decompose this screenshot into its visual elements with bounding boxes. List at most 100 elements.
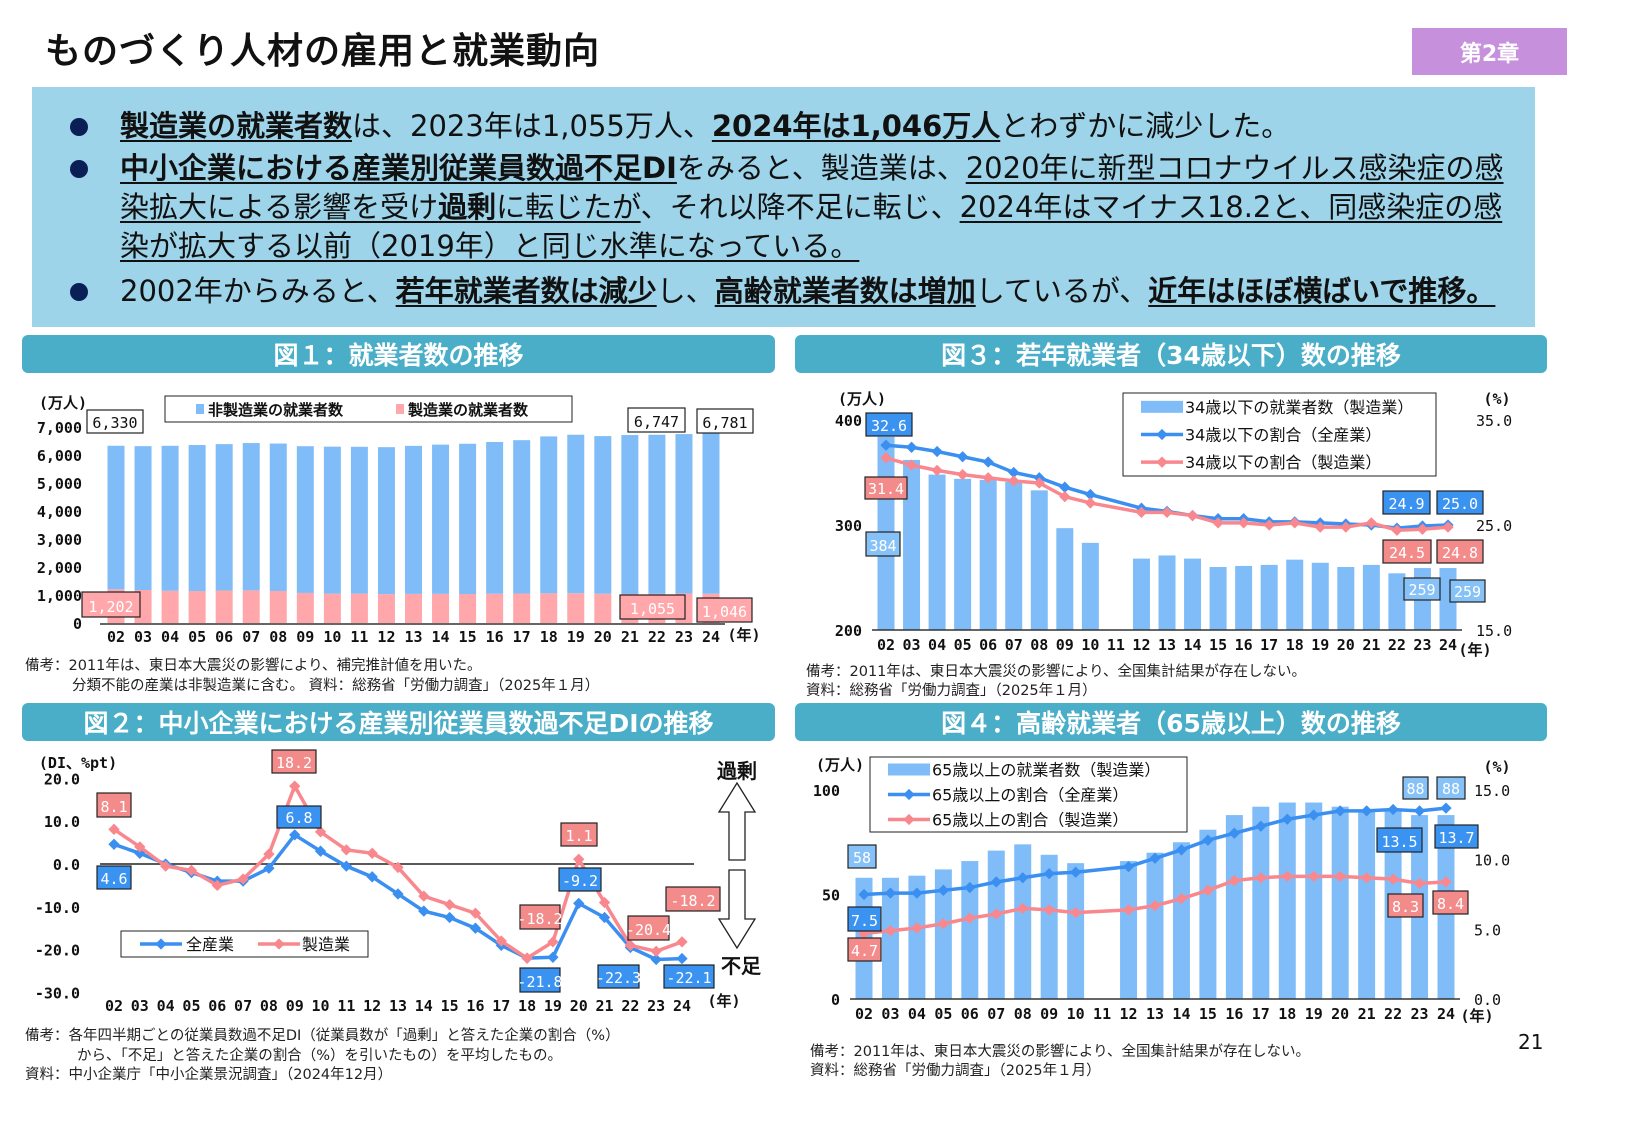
y-tick-label: 7,000	[37, 419, 82, 437]
all-industries-point	[573, 897, 585, 910]
bar	[979, 479, 997, 630]
bar-manufacturing	[405, 593, 422, 623]
manufacturing-share-point	[1043, 904, 1055, 916]
y-tick-label: 6,000	[37, 447, 82, 465]
y-tick-label: -10.0	[35, 899, 80, 917]
chapter-badge: 第2章	[1412, 28, 1567, 75]
manufacturing-share-point	[1255, 872, 1267, 884]
bar-non-manufacturing	[702, 433, 720, 594]
all-industries-share-line	[863, 806, 1447, 897]
bar	[1030, 490, 1048, 630]
fig2-note-cont: から、「不足」と答えた企業の割合（%）を引いたもの）を平均したもの。	[77, 1048, 563, 1064]
data-label: 18.2	[276, 754, 312, 772]
manufacturing-share-point	[982, 472, 994, 484]
bar-non-manufacturing	[513, 440, 531, 594]
bullet-dot-icon	[70, 283, 88, 301]
surplus-arrow-icon	[717, 781, 757, 861]
bar	[1305, 802, 1323, 999]
legend-label: 65歳以上の割合（製造業）	[932, 811, 1128, 830]
manufacturing-share-legend-marker	[1156, 456, 1168, 468]
surplus-label: 過剰	[717, 759, 757, 783]
x-axis-unit: (年)	[1458, 641, 1491, 659]
x-tick-label: 19	[1305, 1005, 1323, 1023]
x-tick-label: 14	[1172, 1005, 1190, 1023]
fig4-note: 備考：2011年は、東日本大震災の影響により、全国集計結果が存在しない。	[810, 1044, 1311, 1060]
all-industries-share-point	[1413, 805, 1426, 817]
data-label-box	[1403, 577, 1441, 601]
x-tick-label: 13	[404, 628, 422, 646]
data-label-box	[519, 904, 561, 930]
bar-manufacturing	[594, 593, 612, 623]
bar	[1014, 844, 1032, 999]
bar	[1005, 481, 1023, 630]
y2-tick-label: 5.0	[1474, 921, 1501, 939]
manufacturing-share-point	[1008, 475, 1020, 487]
x-tick-label: 15	[1209, 636, 1227, 654]
x-tick-label: 09	[1056, 636, 1074, 654]
shortage-label: 不足	[721, 954, 762, 978]
emphasis-text: 近年はほぼ横ばいで推移。	[1148, 274, 1496, 308]
y-tick-label: -30.0	[35, 984, 80, 1002]
bullet-segment: は、2023年は1,055万人、	[352, 109, 712, 143]
bullet-segment: に転じたが	[496, 190, 641, 224]
all-industries-share-point	[1202, 834, 1214, 846]
y-tick-label: -20.0	[35, 942, 80, 960]
manufacturing-share-point	[1308, 870, 1320, 883]
all-industries-share-point	[880, 439, 892, 451]
bullet-segment: し、	[656, 274, 715, 308]
bullet-segment: 2020年に新型コロナウイルス感染症の感染拡大による影響を受け	[120, 151, 1504, 224]
all-industries-share-point	[1175, 844, 1188, 856]
bullet-segment: 2024年はマイナス18.2と、同感染症の感染が拡大する以前（2019年）と同じ…	[120, 190, 1503, 263]
data-label: 88	[1406, 780, 1424, 798]
manufacturing-share-point	[1175, 893, 1188, 905]
bar-manufacturing	[188, 591, 206, 623]
bar-non-manufacturing	[459, 443, 477, 595]
data-label: 6,781	[702, 414, 747, 432]
data-label: 1.1	[565, 827, 592, 845]
bar-manufacturing	[215, 590, 233, 623]
bullet-text: 中小企業における産業別従業員数過不足DIをみると、製造業は、2020年に新型コロ…	[120, 149, 1520, 266]
data-label: 4.7	[851, 942, 878, 960]
all-industries-point	[108, 838, 120, 850]
bar-manufacturing	[296, 592, 314, 623]
data-label-box	[847, 844, 877, 869]
all-industries-point	[469, 922, 482, 934]
bar-non-manufacturing	[242, 443, 260, 591]
x-tick-label: 08	[260, 997, 278, 1015]
data-label-box	[865, 412, 913, 437]
manufacturing-point	[443, 899, 456, 911]
manufacturing-share-point	[1161, 506, 1173, 519]
x-tick-label: 12	[377, 628, 395, 646]
bar	[881, 877, 899, 999]
manufacturing-point	[289, 780, 301, 792]
data-label-box	[619, 594, 686, 620]
y-axis-unit: (万人)	[838, 390, 886, 408]
bar	[1209, 567, 1227, 630]
y-axis-unit: (万人)	[816, 756, 864, 774]
manufacturing-share-point	[1413, 877, 1426, 890]
x-tick-label: 04	[157, 997, 175, 1015]
y-tick-label: 1,000	[37, 587, 82, 605]
manufacturing-share-point	[1340, 521, 1352, 533]
data-label-box	[1436, 776, 1466, 800]
legend-box	[164, 395, 573, 423]
x-tick-label: 24	[673, 997, 691, 1015]
x-tick-label: 23	[675, 628, 693, 646]
data-label-box	[96, 865, 132, 890]
manufacturing-point	[185, 864, 198, 877]
x-tick-label: 18	[1278, 1005, 1296, 1023]
y-axis-unit: (万人)	[39, 394, 87, 412]
data-label: -21.8	[517, 973, 562, 991]
bar	[1235, 565, 1253, 630]
x-tick-label: 23	[647, 997, 665, 1015]
x-tick-label: 10	[323, 628, 341, 646]
bar	[1067, 863, 1085, 999]
manufacturing-share-point	[884, 925, 897, 937]
x-tick-label: 02	[107, 628, 125, 646]
data-label-box	[627, 407, 686, 433]
data-label: -20.4	[626, 921, 671, 939]
x-tick-label: 19	[1311, 636, 1329, 654]
emphasis-text: 中小企業における産業別従業員数過不足DI	[120, 151, 677, 185]
manufacturing-point	[547, 936, 559, 948]
x-tick-label: 11	[337, 997, 355, 1015]
